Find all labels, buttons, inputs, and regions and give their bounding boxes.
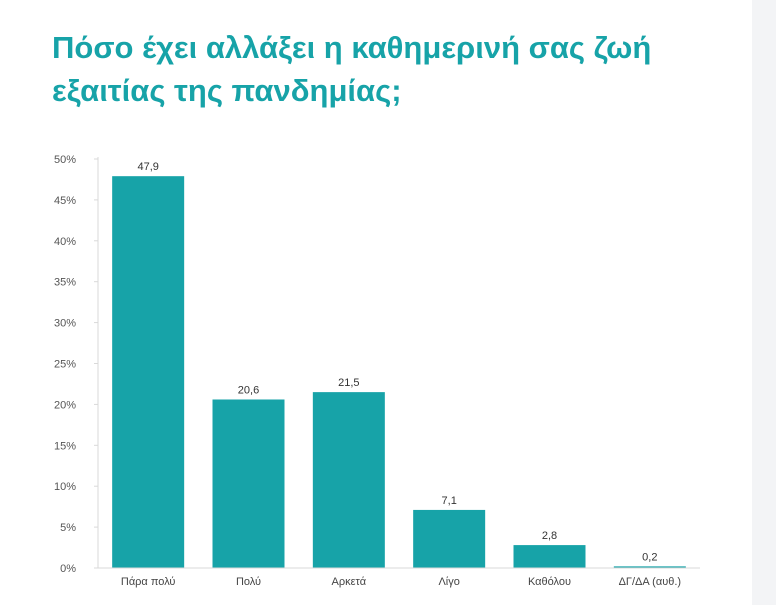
- data-label: 20,6: [238, 384, 259, 396]
- y-tick-label: 35%: [54, 277, 76, 289]
- data-label: 21,5: [338, 377, 359, 389]
- bar: [112, 176, 185, 569]
- bars: 47,9 20,6 21,5 7,1 2,8 0,2: [112, 161, 686, 569]
- y-tick-label: 45%: [54, 195, 76, 207]
- y-tick-label: 40%: [54, 236, 76, 248]
- title-line-1: Πόσο έχει αλλάξει η καθημερινή σας ζωή: [52, 30, 652, 65]
- y-tick-label: 25%: [54, 359, 76, 371]
- x-tick-label: ΔΓ/ΔΑ (αυθ.): [619, 576, 681, 588]
- x-tick-label: Καθόλου: [528, 576, 571, 588]
- x-axis: Πάρα πολύ Πολύ Αρκετά Λίγο Καθόλου ΔΓ/ΔΑ (αυθ…: [98, 567, 700, 588]
- y-tick-label: 50%: [54, 154, 76, 166]
- page-title: Πόσο έχει αλλάξει η καθημερινή σας ζωή ε…: [52, 26, 732, 112]
- data-label: 2,8: [542, 530, 557, 542]
- x-tick-label: Αρκετά: [332, 576, 367, 588]
- data-label: 7,1: [442, 495, 457, 507]
- data-label: 0,2: [642, 551, 657, 563]
- y-tick-label: 20%: [54, 399, 76, 411]
- title-line-2: εξαιτίας της πανδημίας;: [52, 73, 402, 108]
- x-tick-label: Πολύ: [236, 576, 261, 588]
- x-tick-label: Λίγο: [438, 576, 459, 588]
- page-side-strip: [752, 0, 776, 605]
- y-tick-label: 10%: [54, 481, 76, 493]
- bar: [312, 392, 385, 568]
- data-label: 47,9: [137, 161, 158, 173]
- bar: [613, 566, 686, 568]
- bar: [513, 545, 586, 568]
- y-axis: 0% 5% 10% 15% 20% 25% 30% 35% 40% 45% 50%: [54, 154, 99, 575]
- x-tick-label: Πάρα πολύ: [121, 576, 176, 588]
- y-tick-label: 5%: [60, 522, 76, 534]
- bar: [212, 399, 285, 568]
- y-tick-label: 0%: [60, 563, 76, 575]
- y-tick-label: 15%: [54, 440, 76, 452]
- bar: [413, 509, 486, 568]
- y-tick-label: 30%: [54, 318, 76, 330]
